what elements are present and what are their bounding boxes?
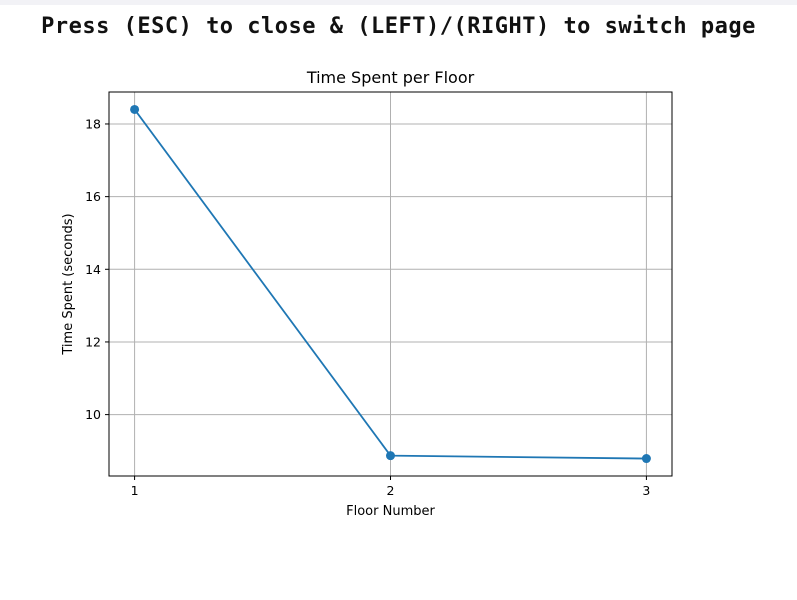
chart-figure: 1 2 3 10 12 14 16 18 Time Spent per Floor Floor… xyxy=(0,55,797,600)
y-tick-label: 14 xyxy=(85,262,101,277)
y-tick-label: 16 xyxy=(85,189,101,204)
chart-title: Time Spent per Floor xyxy=(306,68,475,87)
x-tick-label: 2 xyxy=(387,483,395,498)
data-point xyxy=(641,454,651,464)
y-tick-label: 10 xyxy=(85,407,101,422)
data-point xyxy=(130,104,140,114)
x-axis-label: Floor Number xyxy=(346,504,435,519)
series-layer xyxy=(130,104,651,464)
y-tick-label: 18 xyxy=(85,116,101,131)
top-strip xyxy=(0,0,797,5)
grid-layer xyxy=(109,92,672,476)
instructions-text: Press (ESC) to close & (LEFT)/(RIGHT) to… xyxy=(41,14,756,39)
y-axis-label: Time Spent (seconds) xyxy=(61,213,76,355)
data-point xyxy=(386,451,395,461)
x-tick-label: 3 xyxy=(642,483,650,498)
y-tick-label: 12 xyxy=(85,334,101,349)
x-tick-label: 1 xyxy=(131,483,139,498)
